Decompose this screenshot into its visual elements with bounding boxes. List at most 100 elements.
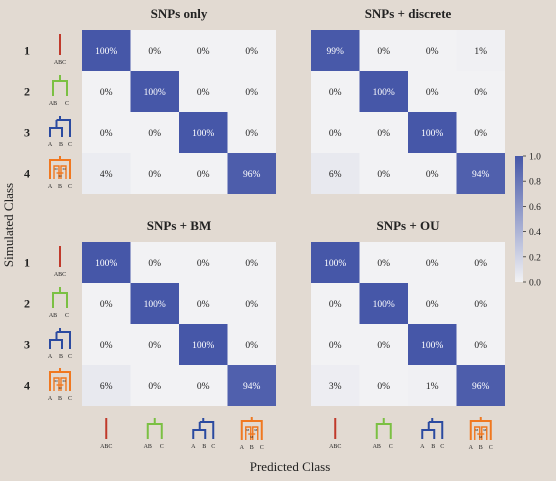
migration-label: M bbox=[62, 379, 66, 383]
heatmap-cell bbox=[227, 324, 276, 365]
heatmap-cell bbox=[456, 283, 505, 324]
migration-label: M bbox=[54, 167, 58, 171]
cell-value-label: 0% bbox=[148, 129, 161, 139]
tip-label: AB bbox=[144, 444, 152, 450]
migration-label: M bbox=[58, 174, 62, 178]
tip-label: B bbox=[202, 444, 206, 450]
single-tree-icon: ABC bbox=[54, 246, 66, 278]
heatmap-cell bbox=[82, 324, 131, 365]
heatmap-cell bbox=[227, 30, 276, 71]
cell-value-label: 94% bbox=[472, 170, 490, 180]
heatmap-cell bbox=[82, 112, 131, 153]
heatmap-cell bbox=[82, 71, 131, 112]
cell-value-label: 6% bbox=[329, 170, 342, 180]
heatmap-cell bbox=[408, 283, 457, 324]
cell-value-label: 0% bbox=[377, 47, 390, 57]
branch bbox=[375, 418, 392, 439]
single-tree-icon: ABC bbox=[54, 34, 66, 66]
cell-value-label: 0% bbox=[197, 382, 210, 392]
heatmap-cell bbox=[130, 30, 179, 71]
panel-title: SNPs + discrete bbox=[365, 6, 452, 21]
heatmap-panel: SNPs only 100% 0% 0% 0% 0% 100% 0% 0% 0% 0% 100% 0% 4… bbox=[82, 6, 276, 194]
migration-label: M bbox=[62, 167, 66, 171]
heatmap-cell bbox=[179, 30, 228, 71]
branch bbox=[192, 418, 215, 439]
cell-value-label: 94% bbox=[243, 382, 261, 392]
cell-value-label: 0% bbox=[474, 300, 487, 310]
heatmap-cell bbox=[311, 153, 360, 194]
migration-label: M bbox=[475, 428, 479, 432]
ab-c-tree-icon: AB C bbox=[144, 418, 164, 450]
cell-value-label: 0% bbox=[100, 341, 113, 351]
heatmap-cell bbox=[130, 153, 179, 194]
heatmap-cell bbox=[311, 71, 360, 112]
heatmap-cell bbox=[179, 365, 228, 406]
heatmap-cell bbox=[179, 324, 228, 365]
cell-value-label: 0% bbox=[197, 300, 210, 310]
panel-title: SNPs + BM bbox=[147, 218, 211, 233]
cell-value-label: 100% bbox=[192, 129, 214, 139]
heatmap-cell bbox=[456, 112, 505, 153]
tip-label: C bbox=[440, 444, 444, 450]
ab-c-tree-icon: AB C bbox=[49, 287, 69, 319]
tip-label: C bbox=[65, 101, 69, 107]
migration-label: M bbox=[246, 428, 250, 432]
migration-label: M bbox=[254, 428, 258, 432]
colorbar-tick-label: 0.0 bbox=[529, 279, 541, 289]
colorbar: 1.0 0.8 0.6 0.4 0.2 0.0 bbox=[515, 153, 541, 289]
heatmap-cell bbox=[311, 30, 360, 71]
colorbar-tick-label: 0.4 bbox=[529, 228, 541, 238]
cell-value-label: 100% bbox=[192, 341, 214, 351]
tip-label: C bbox=[65, 313, 69, 319]
heatmap-cell bbox=[179, 71, 228, 112]
heatmap-cell bbox=[359, 30, 408, 71]
cell-value-label: 0% bbox=[148, 259, 161, 269]
heatmap-cell bbox=[130, 283, 179, 324]
cell-value-label: 0% bbox=[377, 129, 390, 139]
hybrid-tree-icon: M MM A B C bbox=[48, 156, 72, 190]
heatmap-cell bbox=[408, 30, 457, 71]
cell-value-label: 0% bbox=[329, 300, 342, 310]
cell-value-label: 0% bbox=[197, 259, 210, 269]
cell-value-label: 0% bbox=[100, 300, 113, 310]
heatmap-cell bbox=[179, 242, 228, 283]
heatmap-panel: SNPs + BM 100% 0% 0% 0% 0% 100% 0% 0% 0% 0% 100% 0% 6… bbox=[82, 218, 276, 406]
cell-value-label: 0% bbox=[100, 88, 113, 98]
tip-label: ABC bbox=[100, 444, 112, 450]
cell-value-label: 0% bbox=[148, 382, 161, 392]
tip-label: C bbox=[260, 445, 264, 451]
branch bbox=[49, 116, 71, 137]
single-tree-icon: ABC bbox=[329, 418, 341, 450]
tip-label: C bbox=[68, 142, 72, 148]
tip-label: A bbox=[48, 354, 53, 360]
heatmap-cell bbox=[227, 283, 276, 324]
heatmap-cell bbox=[82, 153, 131, 194]
heatmap-cell bbox=[227, 153, 276, 194]
hybrid-tree-icon: M MM A B C bbox=[469, 417, 493, 451]
branch bbox=[469, 417, 492, 440]
tip-label: AB bbox=[373, 444, 381, 450]
single-tree-icon: ABC bbox=[100, 418, 112, 450]
cell-value-label: 100% bbox=[144, 88, 166, 98]
heatmap-cell bbox=[359, 365, 408, 406]
heatmap-cell bbox=[82, 283, 131, 324]
panel-title: SNPs + OU bbox=[376, 218, 440, 233]
heatmap-panel: SNPs + OU 100% 0% 0% 0% 0% 100% 0% 0% 0% 0% 100% 0% 3… bbox=[311, 218, 505, 406]
row-label: 3 bbox=[24, 338, 30, 352]
heatmap-cell bbox=[311, 283, 360, 324]
ab-c-tree-icon: AB C bbox=[373, 418, 393, 450]
cell-value-label: 0% bbox=[377, 259, 390, 269]
heatmap-cell bbox=[408, 112, 457, 153]
cell-value-label: 0% bbox=[426, 300, 439, 310]
cell-value-label: 100% bbox=[421, 341, 443, 351]
heatmap-cell bbox=[359, 324, 408, 365]
heatmap-cell bbox=[130, 324, 179, 365]
cell-value-label: 0% bbox=[426, 88, 439, 98]
tip-label: A bbox=[420, 444, 425, 450]
colorbar-tick-label: 1.0 bbox=[529, 153, 541, 163]
tip-label: ABC bbox=[329, 444, 341, 450]
heatmap-cell bbox=[179, 283, 228, 324]
tip-label: C bbox=[389, 444, 393, 450]
colorbar-gradient bbox=[515, 156, 523, 282]
